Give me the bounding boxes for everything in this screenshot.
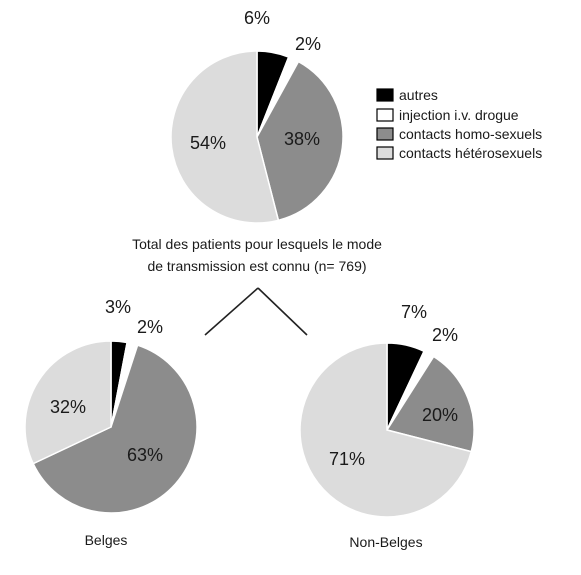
pie-slice-label-autres: 6% <box>244 8 270 28</box>
pie-slice-label-injection-i-v-drogue: 2% <box>432 325 458 345</box>
pie-slice-label-injection-i-v-drogue: 2% <box>295 34 321 54</box>
pie-slice-contacts-homo-sexuels <box>32 344 198 514</box>
pie-belges: 3% 2% 63% 32% <box>24 297 198 514</box>
connector-line-right <box>257 287 308 336</box>
legend-swatch-homo <box>376 127 394 141</box>
pie-slice-contacts-homo-sexuels <box>256 60 344 222</box>
legend: autres injection i.v. drogue contacts ho… <box>376 87 542 161</box>
legend-label-injection: injection i.v. drogue <box>399 107 519 123</box>
pie-slice-contacts-h-t-rosexuels <box>24 340 112 465</box>
legend-swatch-hetero <box>376 146 394 160</box>
pie-total: 6% 2% 38% 54% <box>170 8 344 224</box>
connector-line-left <box>204 287 259 336</box>
pie-slice-label-contacts-h-t-rosexuels: 32% <box>50 397 86 417</box>
non-belges-pie-caption: Non-Belges <box>349 534 422 550</box>
pie-slice-label-contacts-h-t-rosexuels: 71% <box>329 449 365 469</box>
top-pie-caption-line2: de transmission est connu (n= 769) <box>147 258 366 274</box>
legend-label-hetero: contacts hétérosexuels <box>399 145 542 161</box>
pie-slice-label-contacts-homo-sexuels: 20% <box>422 405 458 425</box>
pie-slice-label-contacts-h-t-rosexuels: 54% <box>190 133 226 153</box>
pie-slice-label-injection-i-v-drogue: 2% <box>137 317 163 337</box>
legend-swatch-injection <box>376 108 394 122</box>
pie-slice-contacts-h-t-rosexuels <box>170 50 280 224</box>
pie-slice-label-autres: 3% <box>105 297 131 317</box>
pie-non-belges: 7%2% 20% 71% <box>299 302 475 518</box>
top-pie-caption-line1: Total des patients pour lesquels le mode <box>132 236 382 252</box>
belges-pie-caption: Belges <box>85 532 128 548</box>
legend-label-autres: autres <box>399 87 438 103</box>
legend-swatch-autres <box>376 88 394 102</box>
pie-slice-label-autres: 7% <box>401 302 427 322</box>
legend-label-homo: contacts homo-sexuels <box>399 126 542 142</box>
pie-slice-contacts-h-t-rosexuels <box>299 342 473 518</box>
pie-slice-label-contacts-homo-sexuels: 38% <box>284 129 320 149</box>
pie-slice-label-contacts-homo-sexuels: 63% <box>127 445 163 465</box>
pie-slice-contacts-homo-sexuels <box>385 355 475 453</box>
